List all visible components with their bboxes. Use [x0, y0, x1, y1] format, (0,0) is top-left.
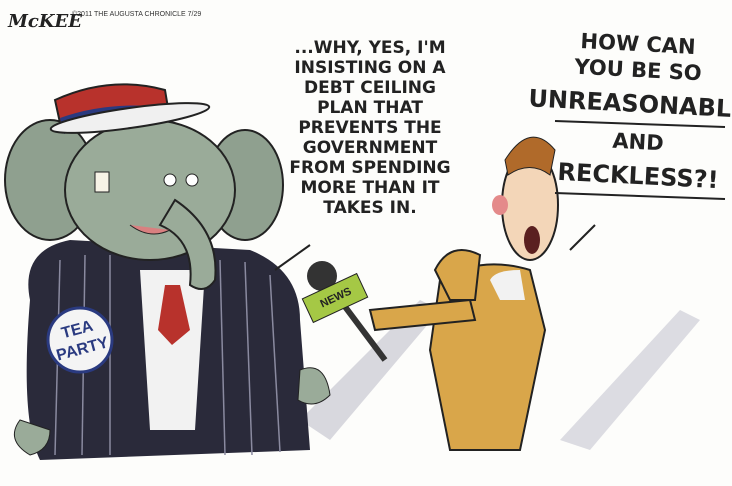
- speech-line: MORE THAN IT: [300, 178, 439, 198]
- speech-line: TAKES IN.: [323, 198, 416, 218]
- raised-arm: [433, 249, 482, 301]
- signature: McKEE: [7, 11, 82, 32]
- speech-pointer: [274, 244, 311, 271]
- trunk: [158, 198, 217, 290]
- speech-line: DEBT CEILING: [304, 78, 436, 98]
- collar: [490, 270, 525, 300]
- arm: [368, 298, 477, 332]
- open-mouth: [524, 226, 540, 254]
- eye: [163, 173, 177, 187]
- speech-line: FROM SPENDING: [289, 158, 450, 178]
- speech-line: GOVERNMENT: [303, 138, 438, 158]
- nose: [492, 195, 508, 215]
- mic-flag: [301, 272, 369, 324]
- underline: [554, 192, 726, 200]
- speech-line: PLAN THAT: [317, 98, 423, 118]
- hair: [504, 136, 556, 176]
- mouth: [129, 224, 171, 235]
- speech-pointer: [569, 224, 596, 251]
- speech-line: INSISTING ON A: [294, 58, 446, 78]
- underline: [554, 120, 726, 128]
- tie: [158, 285, 190, 345]
- mic-head: [307, 261, 337, 291]
- hand: [13, 419, 51, 456]
- floor-shade: [560, 310, 700, 450]
- eye: [185, 173, 199, 187]
- speech-line: ...WHY, YES, I'M: [294, 38, 445, 58]
- hat-brim: [49, 102, 211, 134]
- mic-handle: [337, 298, 388, 362]
- hand: [297, 367, 331, 405]
- floor-shade: [300, 300, 440, 440]
- speech-line: PREVENTS THE: [298, 118, 441, 138]
- reporter-line: AND: [612, 129, 664, 156]
- credit-notice: ©2011 THE AUGUSTA CHRONICLE 7/29: [72, 10, 201, 18]
- shirt: [140, 270, 205, 430]
- tea-party-button: [46, 306, 114, 374]
- price-tag: [94, 171, 110, 193]
- pinstripes: [54, 254, 281, 456]
